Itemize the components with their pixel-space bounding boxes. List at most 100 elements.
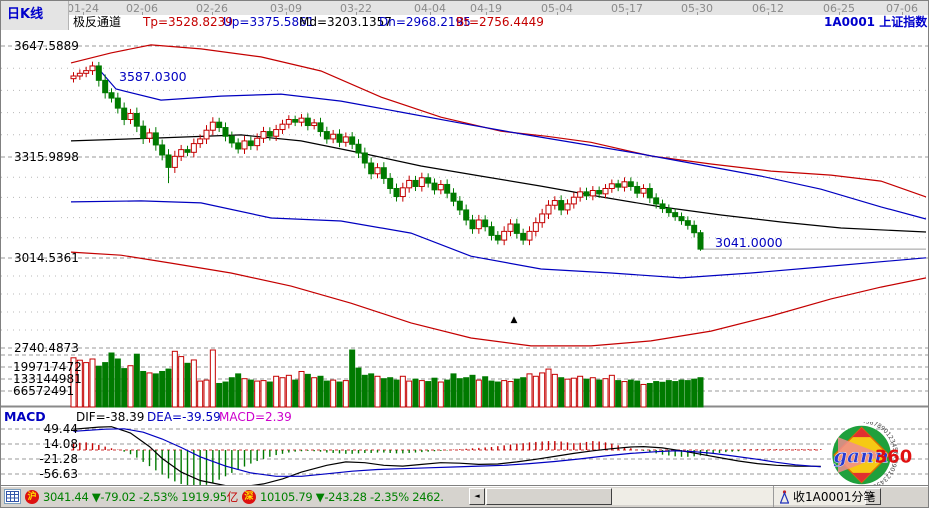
main-chart-svg: ▲ 3587.0300 3041.0000 3647.5889 3315.9898 301… bbox=[1, 30, 928, 488]
candle-body bbox=[437, 183, 444, 191]
channel-line-up bbox=[95, 65, 927, 220]
candle-body bbox=[317, 122, 324, 133]
symbol-title: 1A0001 上证指数 bbox=[824, 15, 928, 29]
indicator-value: 极反通道 bbox=[73, 15, 122, 29]
date-tick bbox=[768, 12, 769, 15]
candle-body bbox=[646, 187, 653, 199]
volume-bar bbox=[646, 382, 653, 408]
candle-body bbox=[393, 187, 400, 198]
volume-bar bbox=[216, 382, 223, 408]
candle-body bbox=[482, 219, 489, 228]
volume-bar bbox=[127, 365, 134, 408]
candle-body bbox=[273, 129, 280, 137]
volume-bar bbox=[589, 377, 596, 408]
volume-bar bbox=[570, 377, 577, 408]
sh-index: 3041.44 bbox=[43, 489, 89, 504]
scrollbar-thumb[interactable] bbox=[486, 488, 612, 505]
candle-body bbox=[425, 177, 432, 184]
candle-body bbox=[222, 127, 229, 137]
date-tick bbox=[627, 12, 628, 15]
volume-bar bbox=[425, 381, 432, 408]
price-axis-label: 3647.5889 bbox=[14, 39, 79, 53]
macd-dif-line bbox=[73, 426, 821, 488]
date-tick bbox=[356, 12, 357, 15]
candle-body bbox=[627, 181, 634, 187]
horizontal-scrollbar[interactable]: ◄ ► bbox=[469, 488, 881, 505]
candle-body bbox=[70, 75, 77, 80]
volume-bar bbox=[235, 373, 242, 408]
tick-chart-icon bbox=[780, 489, 789, 504]
volume-bar bbox=[222, 381, 229, 408]
candle-body bbox=[355, 143, 362, 154]
volume-bar bbox=[418, 380, 425, 408]
macd-hist-value: MACD=2.39 bbox=[219, 410, 292, 424]
volume-bar bbox=[121, 368, 128, 408]
candle-body bbox=[83, 70, 90, 74]
candle-body bbox=[146, 132, 153, 139]
sh-amount: 1919.95 bbox=[181, 489, 227, 504]
volume-axis-label: 199717472 bbox=[13, 360, 82, 374]
candle-body bbox=[444, 183, 451, 194]
scroll-left-button[interactable]: ◄ bbox=[469, 488, 485, 505]
candle-body bbox=[374, 167, 381, 175]
shanghai-market-icon[interactable]: 沪 bbox=[25, 489, 39, 504]
candle-body bbox=[558, 200, 565, 211]
candle-body bbox=[254, 137, 261, 147]
volume-bar bbox=[152, 373, 159, 408]
candle-body bbox=[431, 182, 438, 191]
volume-bar bbox=[178, 356, 185, 408]
kline-period-tab[interactable]: 日K线 bbox=[1, 1, 69, 30]
volume-bar bbox=[526, 373, 533, 408]
candle-body bbox=[387, 177, 394, 189]
volume-bar bbox=[583, 378, 590, 408]
sh-amount-unit: 亿 bbox=[226, 489, 239, 504]
volume-bar bbox=[627, 379, 634, 408]
candle-body bbox=[336, 133, 343, 143]
candle-body bbox=[684, 220, 691, 226]
pane-switch[interactable]: 收1A0001分笔 bbox=[773, 486, 875, 507]
macd-dif-value: DIF=-38.39 bbox=[76, 410, 144, 424]
indicator-value: Md=3203.1357 bbox=[299, 15, 392, 29]
volume-bar bbox=[209, 349, 216, 408]
shenzhen-market-icon[interactable]: 深 bbox=[241, 489, 256, 504]
candle-body bbox=[450, 192, 457, 202]
candle-body bbox=[95, 65, 102, 81]
volume-bar bbox=[444, 379, 451, 408]
candle-body bbox=[551, 200, 558, 206]
candle-body bbox=[342, 136, 349, 143]
date-tick-label: 07-06 bbox=[886, 2, 918, 15]
volume-bar bbox=[247, 379, 254, 408]
grid-view-icon[interactable] bbox=[4, 489, 21, 504]
candle-body bbox=[216, 121, 223, 129]
scroll-right-button[interactable]: ► bbox=[865, 488, 881, 505]
candle-body bbox=[285, 119, 292, 125]
candle-body bbox=[665, 208, 672, 214]
macd-dea-line bbox=[73, 428, 821, 477]
candle-body bbox=[507, 223, 514, 232]
candle-body bbox=[235, 142, 242, 150]
sz-ticker: 10105.79 ▼-243.28 -2.35% 2462. bbox=[260, 490, 444, 504]
volume-bar bbox=[608, 374, 615, 408]
volume-bar bbox=[665, 380, 672, 408]
volume-bar bbox=[697, 377, 704, 408]
candle-body bbox=[564, 203, 571, 211]
candle-body bbox=[589, 190, 596, 197]
candle-body bbox=[260, 131, 267, 139]
macd-dea-value: DEA=-39.59 bbox=[147, 410, 221, 424]
date-tick bbox=[697, 12, 698, 15]
volume-bar bbox=[393, 379, 400, 408]
date-tick-label: 05-17 bbox=[611, 2, 643, 15]
volume-bar bbox=[203, 379, 210, 408]
volume-bar bbox=[254, 380, 261, 408]
volume-bar bbox=[387, 377, 394, 408]
candle-body bbox=[659, 203, 666, 210]
sh-down-arrow-icon: ▼ bbox=[91, 489, 101, 504]
candle-body bbox=[368, 162, 375, 175]
status-ticker-area: 沪 3041.44 ▼-79.02 -2.53% 1919.95亿 深 1010… bbox=[4, 488, 466, 505]
volume-bar bbox=[431, 377, 438, 408]
candle-body bbox=[178, 149, 185, 157]
indicator-value: Bt=2756.4449 bbox=[456, 15, 544, 29]
macd-axis-label: 49.44 bbox=[44, 422, 78, 436]
volume-bar bbox=[545, 368, 552, 408]
candle-body bbox=[520, 232, 527, 241]
